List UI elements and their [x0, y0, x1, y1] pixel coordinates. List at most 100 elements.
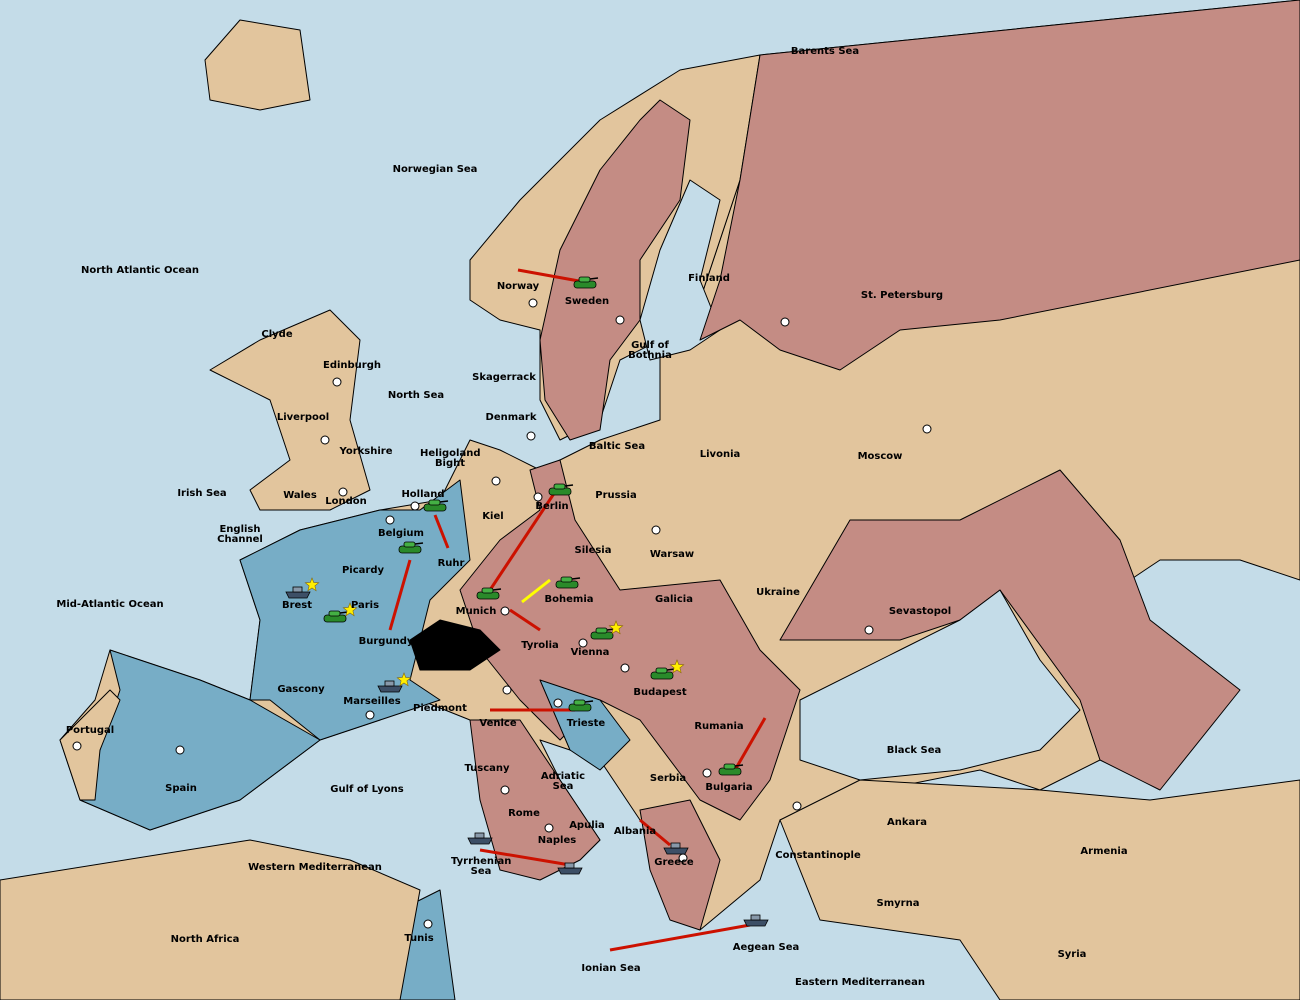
- battleship-icon[interactable]: [557, 862, 583, 875]
- region-south-italy[interactable]: [469, 719, 601, 881]
- province-label: Belgium: [378, 528, 424, 539]
- province-label: Eastern Mediterranean: [795, 977, 925, 988]
- tank-icon[interactable]: [548, 483, 574, 496]
- province-label: Moscow: [857, 451, 903, 462]
- star-icon: [608, 620, 624, 635]
- province-label: Rumania: [694, 721, 744, 732]
- region-north-africa[interactable]: [0, 839, 421, 1000]
- battleship-icon[interactable]: [467, 832, 493, 845]
- province-label: Berlin: [535, 501, 569, 512]
- province-label: Norwegian Sea: [392, 164, 478, 175]
- tank-icon[interactable]: [323, 610, 349, 623]
- tank-icon[interactable]: [718, 763, 744, 776]
- province-label: Serbia: [649, 773, 687, 784]
- province-label: Ankara: [887, 817, 927, 828]
- region-trieste[interactable]: [539, 679, 631, 771]
- province-label: St. Petersburg: [860, 290, 944, 301]
- supply-centers: [72, 298, 932, 929]
- tank-icon[interactable]: [590, 627, 616, 640]
- tank-icon[interactable]: [568, 699, 594, 712]
- province-label: English Channel: [217, 524, 263, 545]
- province-label: Kiel: [482, 511, 504, 522]
- province-label: Mid-Atlantic Ocean: [56, 599, 164, 610]
- province-label: Livonia: [699, 449, 741, 460]
- supply-center-dot-icon: [533, 492, 543, 502]
- supply-center-dot-icon: [792, 801, 802, 811]
- supply-center-dot-icon: [338, 487, 348, 497]
- supply-center-dot-icon: [332, 377, 342, 387]
- province-label: North Atlantic Ocean: [80, 265, 200, 276]
- region-iceland[interactable]: [204, 19, 311, 111]
- supply-center-dot-icon: [780, 317, 790, 327]
- supply-center-dot-icon: [702, 768, 712, 778]
- region-central-powers[interactable]: [459, 459, 801, 821]
- tank-icon[interactable]: [555, 576, 581, 589]
- province-label: Bulgaria: [705, 782, 753, 793]
- tank-icon[interactable]: [398, 541, 424, 554]
- province-label: Finland: [688, 273, 730, 284]
- supply-center-dot-icon: [615, 315, 625, 325]
- tank-icon[interactable]: [476, 587, 502, 600]
- province-label: Sevastopol: [888, 606, 952, 617]
- battleship-icon[interactable]: [743, 914, 769, 927]
- province-label: Apulia: [569, 820, 605, 831]
- battleship-icon[interactable]: [377, 680, 403, 693]
- province-label: Tunis: [404, 933, 434, 944]
- province-label: Holland: [401, 489, 445, 500]
- province-label: Naples: [537, 835, 577, 846]
- province-label: Ukraine: [756, 587, 800, 598]
- tank-icon[interactable]: [573, 276, 599, 289]
- province-label: Western Mediterranean: [248, 862, 382, 873]
- supply-center-dot-icon: [365, 710, 375, 720]
- province-label: Denmark: [485, 412, 537, 423]
- province-label: Yorkshire: [339, 446, 393, 457]
- supply-center-dot-icon: [410, 501, 420, 511]
- province-label: Ruhr: [437, 558, 465, 569]
- province-label: Brest: [281, 600, 313, 611]
- supply-center-dot-icon: [526, 431, 536, 441]
- province-label: Armenia: [1080, 846, 1128, 857]
- province-label: Munich: [455, 606, 497, 617]
- supply-center-dot-icon: [528, 298, 538, 308]
- province-label: North Africa: [170, 934, 240, 945]
- province-label: Venice: [479, 718, 517, 729]
- province-label: Irish Sea: [177, 488, 227, 499]
- province-label: Barents Sea: [790, 46, 860, 57]
- battleship-icon[interactable]: [285, 586, 311, 599]
- star-icon: [304, 577, 320, 592]
- region-portugal[interactable]: [59, 689, 121, 801]
- supply-center-dot-icon: [500, 606, 510, 616]
- province-label: Budapest: [633, 687, 687, 698]
- star-icon: [669, 659, 685, 674]
- supply-center-dot-icon: [491, 476, 501, 486]
- supply-center-dot-icon: [922, 424, 932, 434]
- region-st-petersburg[interactable]: [699, 0, 1300, 371]
- province-label: Edinburgh: [322, 360, 382, 371]
- region-britain[interactable]: [209, 309, 371, 511]
- province-label: Piedmont: [413, 703, 467, 714]
- region-greece[interactable]: [639, 799, 721, 931]
- province-label: Ionian Sea: [581, 963, 641, 974]
- supply-center-dot-icon: [423, 919, 433, 929]
- region-sweden[interactable]: [539, 99, 691, 441]
- province-label: Tyrrhenian Sea: [451, 856, 512, 877]
- tank-icon[interactable]: [650, 667, 676, 680]
- province-label: Syria: [1057, 949, 1087, 960]
- supply-center-dot-icon: [175, 745, 185, 755]
- province-label: Gascony: [277, 684, 325, 695]
- supply-center-dot-icon: [578, 638, 588, 648]
- battleship-icon[interactable]: [663, 842, 689, 855]
- tank-icon[interactable]: [423, 499, 449, 512]
- region-gulf-of-bothnia[interactable]: [639, 179, 721, 361]
- province-label: Norway: [496, 281, 540, 292]
- supply-center-dot-icon: [544, 823, 554, 833]
- black-sea[interactable]: [799, 589, 1081, 781]
- province-label: Gulf of Bothnia: [628, 340, 672, 361]
- supply-center-dot-icon: [72, 741, 82, 751]
- province-label: Adriatic Sea: [540, 771, 586, 792]
- province-label: London: [325, 496, 367, 507]
- region-turkey[interactable]: [779, 779, 1300, 1000]
- province-label: Liverpool: [276, 412, 330, 423]
- province-label: Silesia: [574, 545, 612, 556]
